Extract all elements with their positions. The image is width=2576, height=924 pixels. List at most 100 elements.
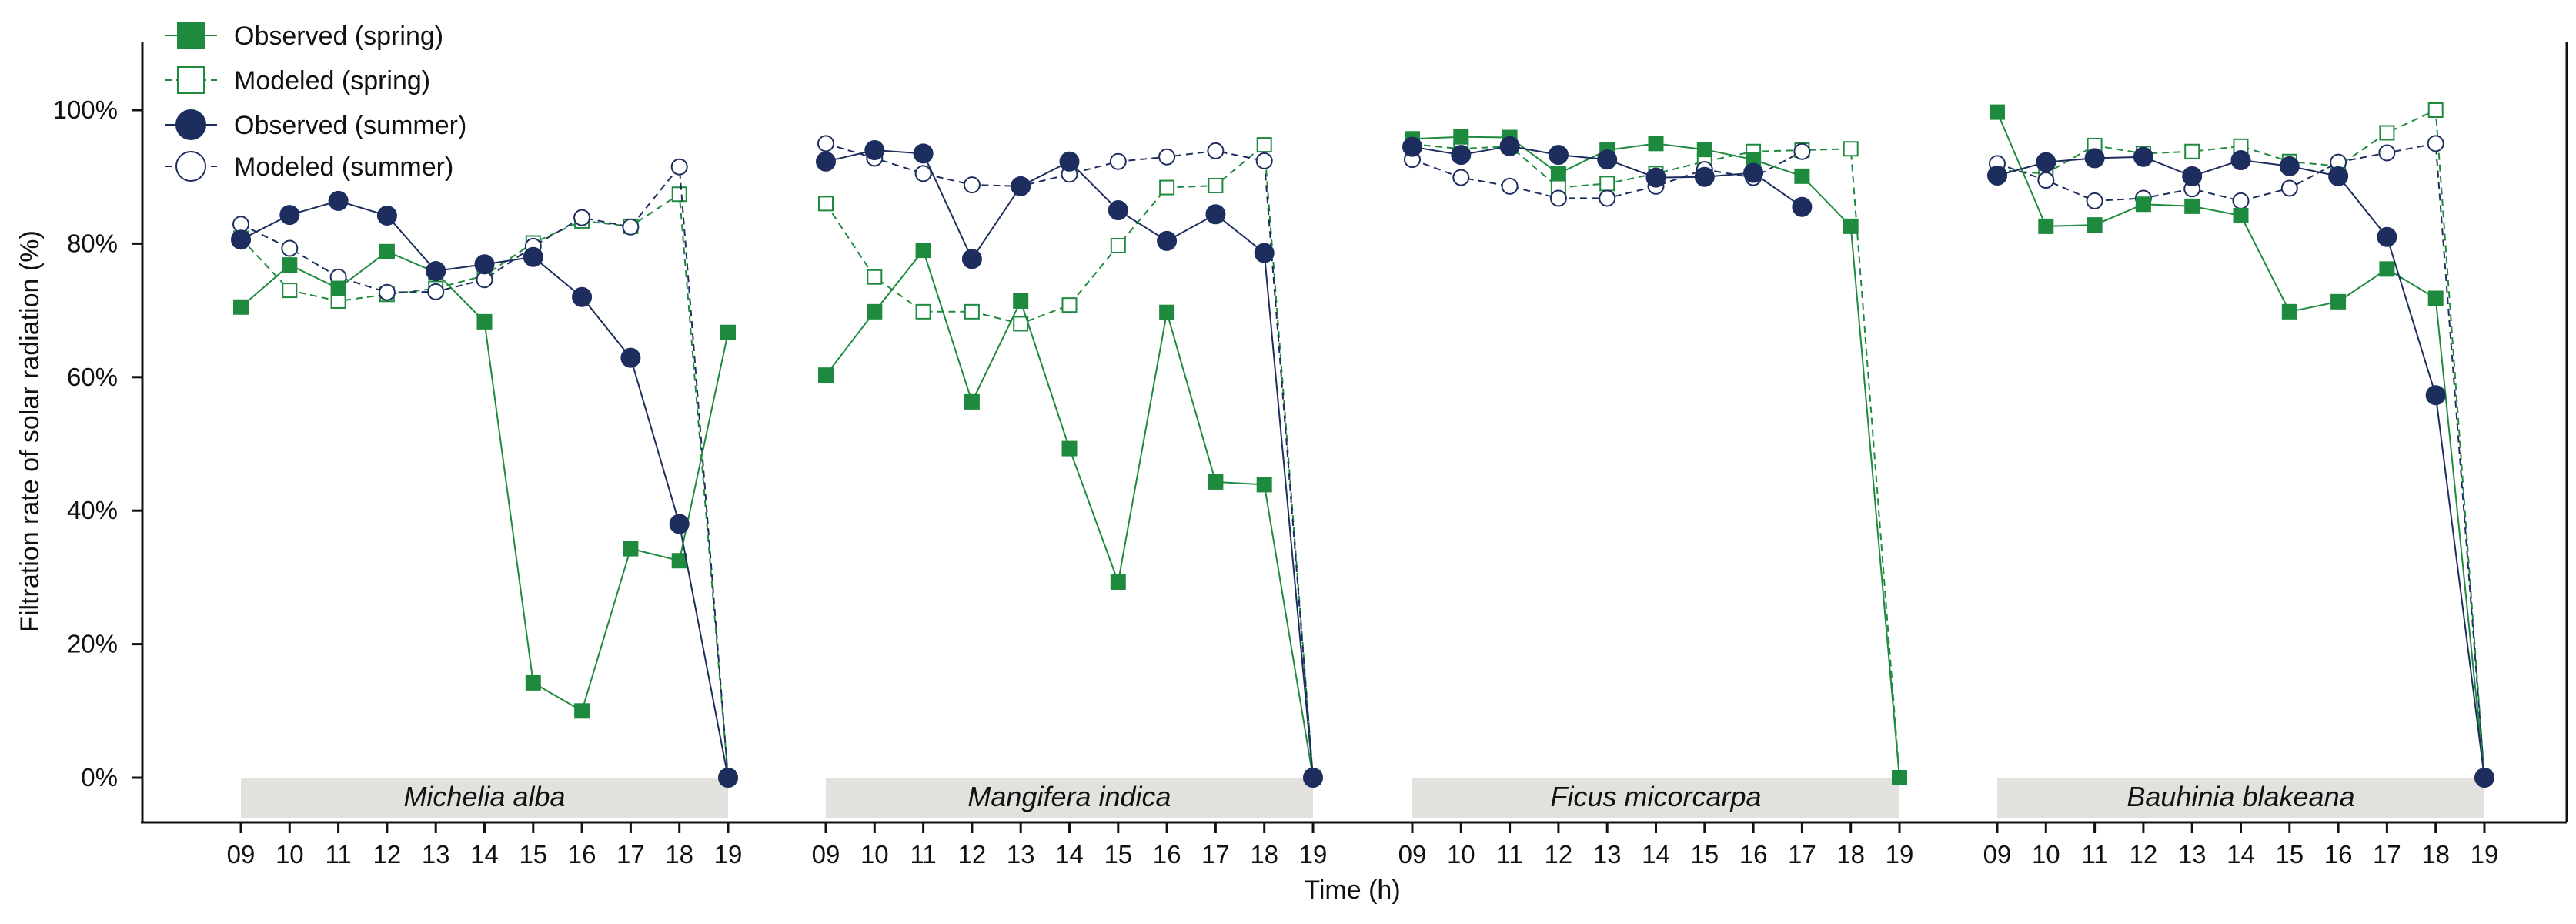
data-point: [818, 367, 834, 383]
series-layer: [231, 102, 2494, 788]
data-point: [867, 303, 883, 320]
data-point: [2427, 135, 2444, 152]
panel-label: Bauhinia blakeana: [2127, 781, 2354, 812]
data-point: [864, 140, 885, 161]
data-point: [1452, 169, 1470, 186]
x-tick-label: 13: [2178, 840, 2207, 869]
x-tick-label: 14: [1055, 840, 1084, 869]
data-point: [279, 205, 300, 226]
series-obs-summer: [1987, 146, 2494, 788]
y-tick-label: 60%: [67, 363, 118, 391]
data-point: [426, 260, 446, 281]
data-point: [1792, 196, 1813, 217]
axes: 0% 20% 40% 60% 80% 100% Filtration rate of sol…: [15, 42, 2568, 905]
data-point: [2087, 217, 2103, 233]
x-tick-label: 13: [1007, 840, 1035, 869]
data-point: [573, 209, 591, 226]
data-point: [1059, 151, 1080, 172]
data-point: [2377, 226, 2397, 247]
data-point: [1794, 168, 1810, 184]
series-line: [825, 143, 1314, 778]
legend-marker: [175, 151, 206, 182]
data-point: [2379, 261, 2395, 277]
data-point: [2232, 192, 2250, 209]
data-point: [1159, 179, 1175, 196]
data-point: [1597, 149, 1618, 170]
data-point: [2182, 166, 2203, 186]
data-point: [817, 135, 834, 152]
series-mod-summer: [232, 158, 737, 786]
data-point: [1013, 293, 1029, 309]
x-tick-label: 16: [1739, 840, 1768, 869]
legend: Observed (spring) Modeled (spring) Observe…: [165, 22, 466, 182]
series-mod-spring: [818, 137, 1321, 785]
legend-item: Modeled (summer): [165, 151, 453, 182]
panel-label: Michelia alba: [403, 781, 565, 812]
data-point: [2425, 385, 2446, 406]
data-point: [2086, 192, 2103, 209]
x-axis-title: Time (h): [1304, 875, 1400, 905]
series-line: [1412, 136, 1900, 778]
data-point: [1110, 574, 1126, 590]
x-tick-label: 18: [1836, 840, 1865, 869]
data-point: [963, 176, 981, 194]
data-point: [2233, 207, 2249, 223]
x-tick-label: 12: [373, 840, 402, 869]
data-point: [2279, 156, 2300, 176]
panel-bands: [241, 778, 2484, 818]
data-point: [670, 158, 688, 176]
panel-label: Mangifera indica: [967, 781, 1171, 812]
x-tick-label: 17: [1201, 840, 1230, 869]
data-point: [1158, 148, 1176, 166]
data-point: [1843, 141, 1859, 157]
data-point: [914, 165, 932, 182]
data-point: [718, 768, 738, 788]
data-point: [2427, 290, 2444, 306]
x-tick-label: 15: [519, 840, 547, 869]
data-point: [427, 283, 445, 300]
data-point: [1501, 177, 1519, 195]
data-point: [1205, 204, 1226, 225]
data-point: [2281, 303, 2297, 320]
data-point: [818, 196, 834, 212]
x-tick-label: 10: [2032, 840, 2060, 869]
data-point: [1011, 176, 1031, 196]
series-obs-summer: [816, 140, 1323, 788]
data-point: [1549, 189, 1567, 207]
series-mod-summer: [1989, 135, 2493, 786]
legend-item: Modeled (spring): [165, 66, 430, 95]
data-point: [1208, 474, 1224, 490]
panel-band: [241, 778, 728, 818]
series-obs-summer: [1402, 136, 1813, 217]
data-point: [1256, 137, 1272, 153]
data-point: [1990, 104, 2005, 120]
data-point: [623, 541, 639, 557]
data-point: [1892, 770, 1907, 785]
x-tick-label: 12: [958, 840, 987, 869]
x-tick-label: 11: [325, 840, 351, 869]
legend-label: Observed (summer): [234, 111, 466, 140]
x-tick-label: 15: [1104, 840, 1132, 869]
series-mod-summer: [817, 135, 1321, 786]
series-obs-summer: [231, 190, 738, 788]
data-point: [2230, 150, 2251, 171]
x-tick-label: 18: [2421, 840, 2450, 869]
data-point: [1451, 145, 1472, 166]
data-point: [915, 243, 931, 259]
legend-marker: [175, 109, 206, 140]
data-point: [1254, 243, 1275, 263]
data-point: [1208, 177, 1224, 193]
data-point: [1499, 136, 1520, 156]
data-point: [913, 143, 934, 164]
data-point: [2378, 144, 2396, 162]
data-point: [961, 249, 982, 270]
x-tick-label: 15: [2275, 840, 2304, 869]
data-point: [281, 239, 299, 257]
x-tick-label: 16: [2324, 840, 2353, 869]
data-point: [964, 303, 980, 320]
x-tick-label: 19: [2471, 840, 2499, 869]
data-point: [915, 303, 931, 320]
data-point: [523, 246, 543, 267]
data-point: [330, 293, 346, 309]
